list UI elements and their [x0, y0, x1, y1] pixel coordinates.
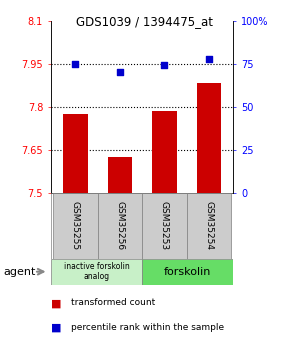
Text: transformed count: transformed count [71, 298, 155, 307]
Bar [142, 259, 233, 285]
Text: GSM35256: GSM35256 [115, 201, 124, 250]
Bar [197, 82, 221, 193]
Bar [152, 111, 177, 193]
Bar [108, 157, 132, 193]
Point [73, 61, 78, 67]
Bar [97, 193, 142, 259]
Text: GSM35254: GSM35254 [204, 201, 213, 250]
Bar [53, 193, 97, 259]
Bar [142, 193, 187, 259]
Bar [51, 259, 142, 285]
Point [162, 62, 167, 68]
Bar [63, 114, 88, 193]
Text: GSM35253: GSM35253 [160, 201, 169, 250]
Text: percentile rank within the sample: percentile rank within the sample [71, 323, 224, 332]
Text: GDS1039 / 1394475_at: GDS1039 / 1394475_at [77, 16, 213, 29]
Point [117, 69, 122, 75]
Text: inactive forskolin
analog: inactive forskolin analog [64, 262, 129, 282]
Text: ■: ■ [51, 323, 61, 333]
Point [206, 56, 211, 61]
Text: agent: agent [3, 267, 35, 277]
Text: forskolin: forskolin [164, 267, 211, 277]
Text: GSM35255: GSM35255 [71, 201, 80, 250]
Text: ■: ■ [51, 298, 61, 308]
Bar [187, 193, 231, 259]
